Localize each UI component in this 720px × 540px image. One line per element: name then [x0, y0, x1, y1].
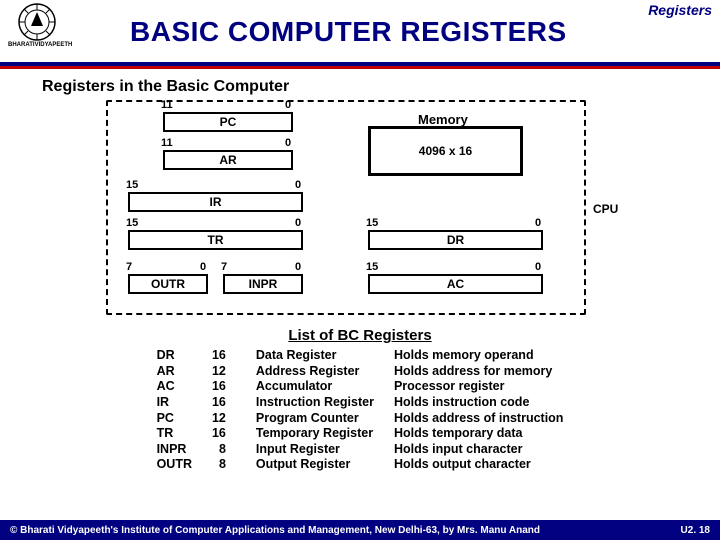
- reg-bits: 16: [202, 426, 246, 442]
- reg-function: Holds address for memory: [384, 364, 573, 380]
- logo-text-left: BHARATI: [8, 42, 35, 48]
- reg-symbol: AC: [147, 379, 202, 395]
- reg-fullname: Accumulator: [246, 379, 384, 395]
- bit-left-ar: 11: [161, 137, 173, 149]
- table-row: IR16Instruction RegisterHolds instructio…: [147, 395, 574, 411]
- bit-left-tr: 15: [126, 217, 138, 229]
- memory-label: Memory: [418, 112, 468, 127]
- slide-content: Registers in the Basic Computer CPU PC11…: [0, 78, 720, 473]
- cpu-label: CPU: [593, 202, 618, 216]
- emblem-icon: [17, 2, 57, 42]
- table-row: PC12Program CounterHolds address of inst…: [147, 411, 574, 427]
- bit-right-ar: 0: [285, 137, 291, 149]
- footer-page-number: U2. 18: [681, 525, 710, 536]
- bit-left-ac: 15: [366, 261, 378, 273]
- bit-left-dr: 15: [366, 217, 378, 229]
- slide-footer: © Bharati Vidyapeeth's Institute of Comp…: [0, 520, 720, 540]
- register-ac: AC: [368, 274, 543, 294]
- reg-symbol: TR: [147, 426, 202, 442]
- reg-fullname: Output Register: [246, 457, 384, 473]
- register-dr: DR: [368, 230, 543, 250]
- slide-header: BHARATI VIDYAPEETH Registers BASIC COMPU…: [0, 0, 720, 70]
- bit-right-pc: 0: [285, 99, 291, 111]
- reg-bits: 8: [202, 457, 246, 473]
- table-row: TR16Temporary RegisterHolds temporary da…: [147, 426, 574, 442]
- reg-symbol: IR: [147, 395, 202, 411]
- reg-function: Processor register: [384, 379, 573, 395]
- reg-fullname: Temporary Register: [246, 426, 384, 442]
- registers-diagram: CPU PC110AR110IR150TR150DR150OUTR70INPR7…: [106, 100, 586, 315]
- reg-function: Holds input character: [384, 442, 573, 458]
- table-row: DR16Data RegisterHolds memory operand: [147, 348, 574, 364]
- reg-symbol: PC: [147, 411, 202, 427]
- list-heading: List of BC Registers: [0, 327, 720, 344]
- reg-fullname: Address Register: [246, 364, 384, 380]
- logo-text-right: VIDYAPEETH: [35, 42, 73, 48]
- bit-right-ir: 0: [295, 179, 301, 191]
- reg-function: Holds temporary data: [384, 426, 573, 442]
- reg-bits: 12: [202, 364, 246, 380]
- reg-function: Holds instruction code: [384, 395, 573, 411]
- table-row: OUTR8Output RegisterHolds output charact…: [147, 457, 574, 473]
- bit-right-dr: 0: [535, 217, 541, 229]
- reg-bits: 16: [202, 395, 246, 411]
- register-ir: IR: [128, 192, 303, 212]
- register-outr: OUTR: [128, 274, 208, 294]
- footer-copyright: © Bharati Vidyapeeth's Institute of Comp…: [10, 525, 540, 536]
- table-row: INPR8Input RegisterHolds input character: [147, 442, 574, 458]
- table-row: AC16AccumulatorProcessor register: [147, 379, 574, 395]
- table-row: AR12Address RegisterHolds address for me…: [147, 364, 574, 380]
- registers-table: DR16Data RegisterHolds memory operandAR1…: [147, 348, 574, 473]
- bit-left-ir: 15: [126, 179, 138, 191]
- reg-symbol: INPR: [147, 442, 202, 458]
- reg-function: Holds memory operand: [384, 348, 573, 364]
- reg-bits: 8: [202, 442, 246, 458]
- bit-right-outr: 0: [200, 261, 206, 273]
- reg-fullname: Data Register: [246, 348, 384, 364]
- reg-function: Holds output character: [384, 457, 573, 473]
- bit-right-tr: 0: [295, 217, 301, 229]
- reg-bits: 16: [202, 348, 246, 364]
- section-heading: Registers in the Basic Computer: [42, 78, 720, 96]
- reg-bits: 16: [202, 379, 246, 395]
- slide-title: BASIC COMPUTER REGISTERS: [130, 16, 567, 48]
- reg-fullname: Instruction Register: [246, 395, 384, 411]
- bit-left-inpr: 7: [221, 261, 227, 273]
- reg-function: Holds address of instruction: [384, 411, 573, 427]
- reg-symbol: DR: [147, 348, 202, 364]
- register-tr: TR: [128, 230, 303, 250]
- reg-fullname: Program Counter: [246, 411, 384, 427]
- divider-red: [0, 66, 720, 69]
- reg-fullname: Input Register: [246, 442, 384, 458]
- reg-symbol: AR: [147, 364, 202, 380]
- reg-bits: 12: [202, 411, 246, 427]
- institution-logo: BHARATI VIDYAPEETH: [8, 2, 66, 60]
- bit-right-inpr: 0: [295, 261, 301, 273]
- memory-box: 4096 x 16: [368, 126, 523, 176]
- bit-left-outr: 7: [126, 261, 132, 273]
- bit-left-pc: 11: [161, 99, 173, 111]
- register-pc: PC: [163, 112, 293, 132]
- bit-right-ac: 0: [535, 261, 541, 273]
- register-ar: AR: [163, 150, 293, 170]
- register-inpr: INPR: [223, 274, 303, 294]
- reg-symbol: OUTR: [147, 457, 202, 473]
- top-right-label: Registers: [648, 2, 712, 18]
